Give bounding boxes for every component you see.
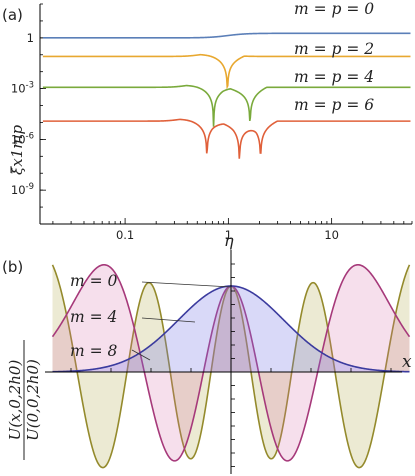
curve-m-p-6: [42, 118, 411, 159]
legend-label: m = 4: [70, 308, 117, 326]
legend-label: m = p = 4: [294, 68, 374, 86]
legend-leader: [141, 317, 196, 323]
legend-label: m = p = 0: [294, 0, 374, 18]
y-tick-label: 1: [27, 31, 34, 45]
panel-b-plot: (b) x m = 0 m = 4 m = 8 U(x,0,2h0) U(0,0,2h…: [2, 250, 412, 474]
panel-a-label: (a): [2, 6, 23, 24]
y-tick-label: 10-3: [11, 81, 34, 96]
panel-b-x-label: x: [402, 352, 412, 372]
x-tick-label: 0.1: [116, 228, 134, 242]
legend-label: m = 0: [70, 272, 118, 290]
legend-label: m = 8: [70, 342, 118, 360]
legend-label: m = p = 6: [294, 96, 374, 114]
y-label-numerator: U(x,0,2h0): [6, 360, 24, 441]
panel-a-curves: [42, 32, 411, 159]
legend-leader: [131, 349, 151, 361]
curve-m-p-2: [42, 53, 411, 90]
x-tick-label: 1: [225, 228, 232, 242]
curve-m-p-4: [42, 84, 411, 127]
panel-a-legend: m = p = 0 m = p = 2 m = p = 4 m = p = 6: [294, 0, 374, 114]
y-label-fraction: U(x,0,2h0) U(0,0,2h0): [6, 340, 42, 460]
panel-b-legend: m = 0 m = 4 m = 8: [70, 272, 232, 361]
panel-a-x-label: η: [224, 231, 234, 250]
curve-m-p-0: [42, 32, 411, 39]
panel-b-label: (b): [2, 258, 23, 276]
x-tick-label: 10: [324, 228, 339, 242]
legend-label: m = p = 2: [294, 40, 374, 58]
y-tick-label: 10-9: [11, 182, 34, 197]
y-label-denominator: U(0,0,2h0): [24, 359, 42, 441]
panel-b-ticks: [70, 263, 392, 467]
panel-a-y-label: ξ̃x1mp: [8, 125, 26, 175]
legend-leader: [141, 281, 232, 288]
panel-b-y-label: U(x,0,2h0) U(0,0,2h0): [6, 340, 42, 460]
